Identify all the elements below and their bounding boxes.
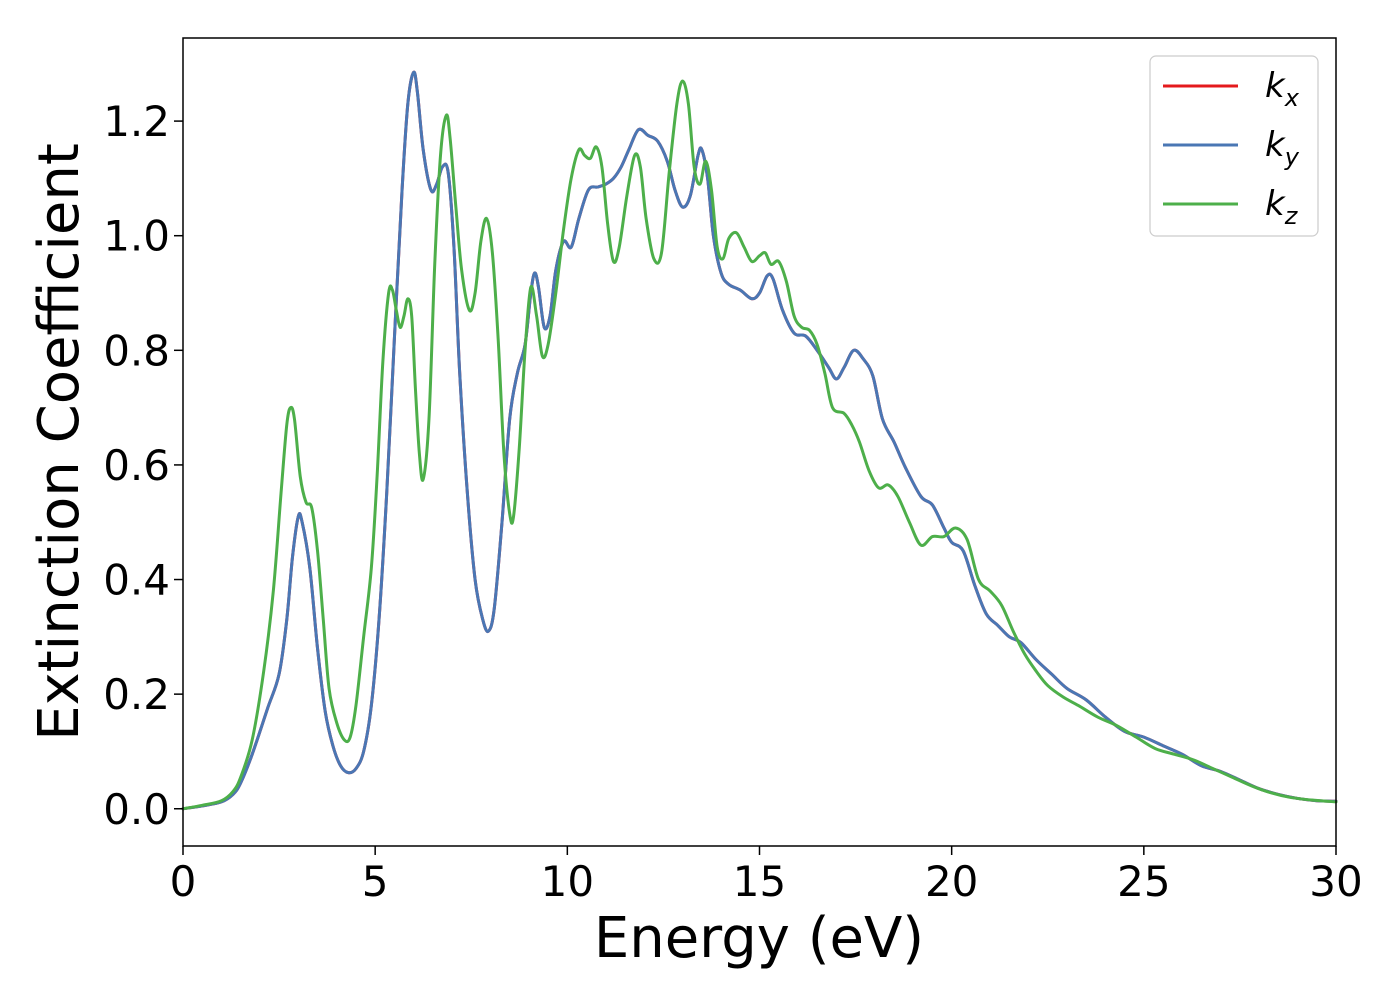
legend-subscript: z <box>1284 202 1299 230</box>
y-tick-label: 0.6 <box>103 441 170 490</box>
series-line-ky <box>181 70 1338 811</box>
x-tick-label: 10 <box>541 857 594 906</box>
x-tick-label: 15 <box>733 857 786 906</box>
x-tick-label: 20 <box>925 857 978 906</box>
series-layer <box>181 70 1338 811</box>
y-tick-label: 0.8 <box>103 326 170 375</box>
x-tick-label: 30 <box>1309 857 1362 906</box>
plot-background <box>183 38 1336 846</box>
series-line-kz <box>181 79 1338 811</box>
y-axis-title: Extinction Coefficient <box>27 143 92 741</box>
y-tick-label: 1.2 <box>103 97 170 146</box>
y-tick-label: 1.0 <box>103 212 170 261</box>
x-tick-label: 0 <box>170 857 197 906</box>
y-tick-label: 0.4 <box>103 556 170 605</box>
legend-subscript: x <box>1284 84 1300 112</box>
x-tick-label: 25 <box>1117 857 1170 906</box>
legend-subscript: y <box>1284 143 1300 171</box>
x-axis: 0 5 10 15 20 25 30 <box>170 846 1363 906</box>
x-tick-label: 5 <box>362 857 389 906</box>
y-tick-label: 0.2 <box>103 670 170 719</box>
y-tick-label: 0.0 <box>103 785 170 834</box>
x-axis-title: Energy (eV) <box>594 906 924 971</box>
y-axis: 0.0 0.2 0.4 0.6 0.8 1.0 1.2 <box>103 97 183 834</box>
